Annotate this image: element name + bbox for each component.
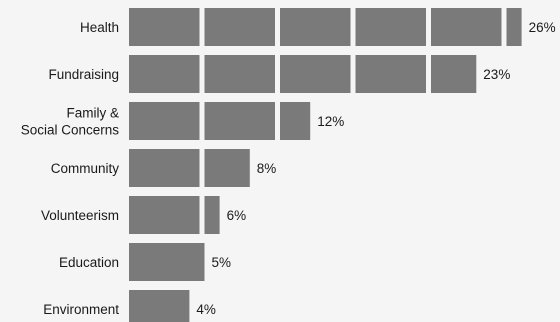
value-label: 26%	[529, 20, 556, 35]
category-label: Fundraising	[48, 67, 119, 82]
category-label: Education	[59, 255, 119, 270]
bar-segment-2-4	[355, 55, 426, 93]
bar-segment-1-3	[280, 8, 351, 46]
bar-segment-2-2	[204, 55, 275, 93]
bar-segment-2-3	[280, 55, 351, 93]
bar-segment-1-6	[506, 8, 522, 46]
value-label: 23%	[483, 67, 510, 82]
category-label: Health	[80, 20, 119, 35]
bar-segment-1-1	[129, 8, 200, 46]
bar-segment-3-3	[280, 102, 311, 140]
value-label: 8%	[257, 161, 277, 176]
bar-segment-3-1	[129, 102, 200, 140]
bar-segment-1-2	[204, 8, 275, 46]
bar-segment-3-2	[204, 102, 275, 140]
bar-segment-1-5	[431, 8, 502, 46]
value-label: 12%	[317, 114, 344, 129]
bar-segment-5-1	[129, 196, 200, 234]
value-label: 6%	[227, 208, 247, 223]
bar-segment-7-1	[129, 290, 190, 322]
bar-segment-2-1	[129, 55, 200, 93]
value-label: 5%	[212, 255, 232, 270]
category-label: Community	[51, 161, 120, 176]
category-label: Environment	[43, 302, 119, 317]
category-label: Volunteerism	[41, 208, 119, 223]
bar-segment-5-2	[204, 196, 220, 234]
category-labels: Health Fundraising Family & Social Concerns…	[21, 20, 120, 317]
category-label: Family & Social Concerns	[21, 106, 120, 138]
value-labels: 26% 23% 12% 8% 6% 5% 4%	[196, 20, 555, 317]
bar-segment-1-4	[355, 8, 426, 46]
bar-segment-4-1	[129, 149, 200, 187]
bar-group	[129, 8, 522, 322]
bar-segment-4-2	[204, 149, 250, 187]
bar-segment-6-1	[129, 243, 205, 281]
value-label: 4%	[196, 302, 216, 317]
bar-segment-2-5	[431, 55, 477, 93]
